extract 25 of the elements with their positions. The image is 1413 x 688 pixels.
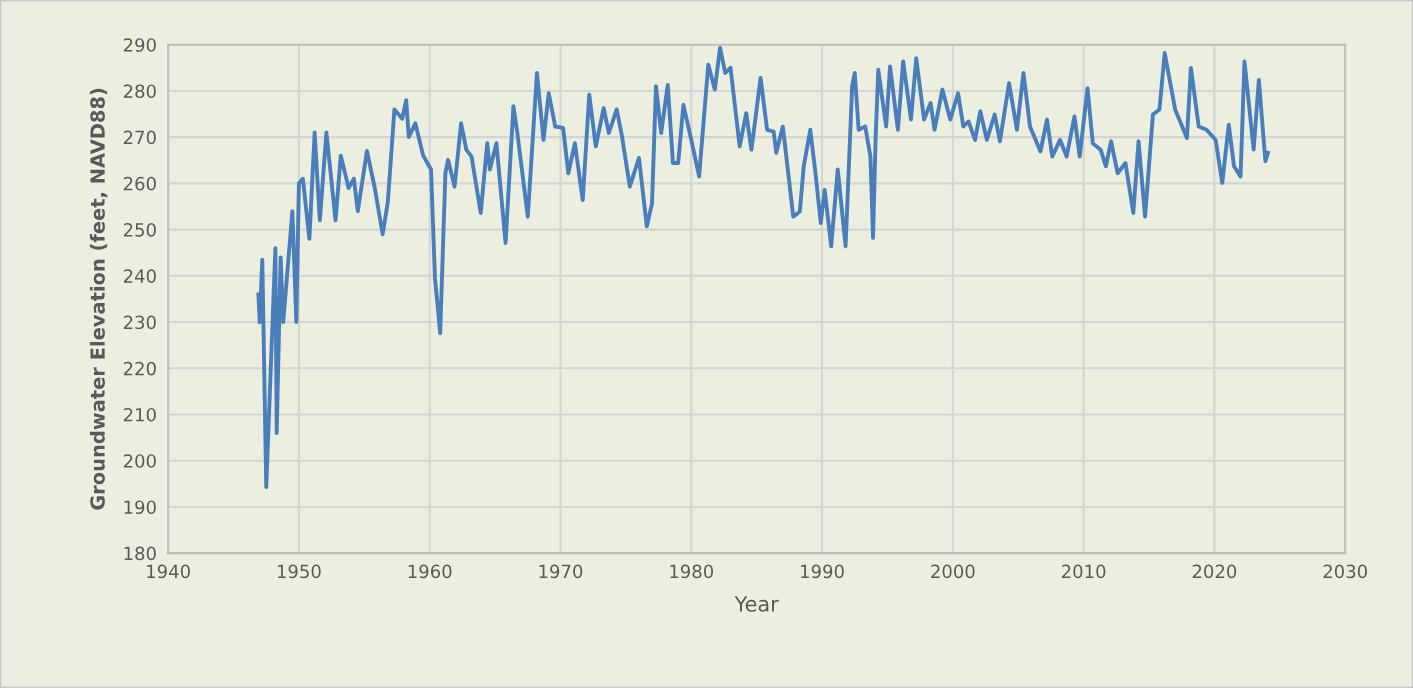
x-tick-label: 2030 — [1323, 564, 1367, 579]
x-tick-label: 2000 — [931, 564, 975, 579]
y-tick-label: 250 — [123, 223, 156, 237]
x-axis-title: Year — [734, 596, 779, 612]
y-tick-label: 260 — [123, 176, 156, 191]
y-tick-label: 180 — [124, 546, 156, 561]
x-tick-label: 1940 — [147, 564, 190, 579]
y-tick-label: 210 — [123, 407, 156, 422]
y-tick-label: 230 — [123, 315, 156, 330]
y-axis-title: Groundwater Elevation (feet, NAVD88) — [89, 88, 108, 510]
y-tick-label: 190 — [124, 500, 156, 515]
y-tick-label: 240 — [123, 269, 156, 283]
x-tick-label: 2020 — [1192, 564, 1237, 579]
x-tick-label: 1950 — [277, 564, 321, 579]
x-tick-label: 2010 — [1061, 564, 1106, 579]
y-tick-label: 220 — [123, 361, 156, 376]
y-tick-label: 200 — [123, 454, 156, 468]
x-tick-label: 1980 — [670, 564, 714, 579]
y-tick-label: 280 — [123, 84, 156, 99]
y-tick-label: 290 — [123, 38, 156, 52]
x-tick-label: 1990 — [801, 564, 844, 579]
y-tick-label: 270 — [123, 130, 156, 145]
x-tick-label: 1960 — [408, 564, 452, 579]
line-series — [256, 46, 1270, 490]
x-tick-label: 1970 — [539, 564, 583, 579]
